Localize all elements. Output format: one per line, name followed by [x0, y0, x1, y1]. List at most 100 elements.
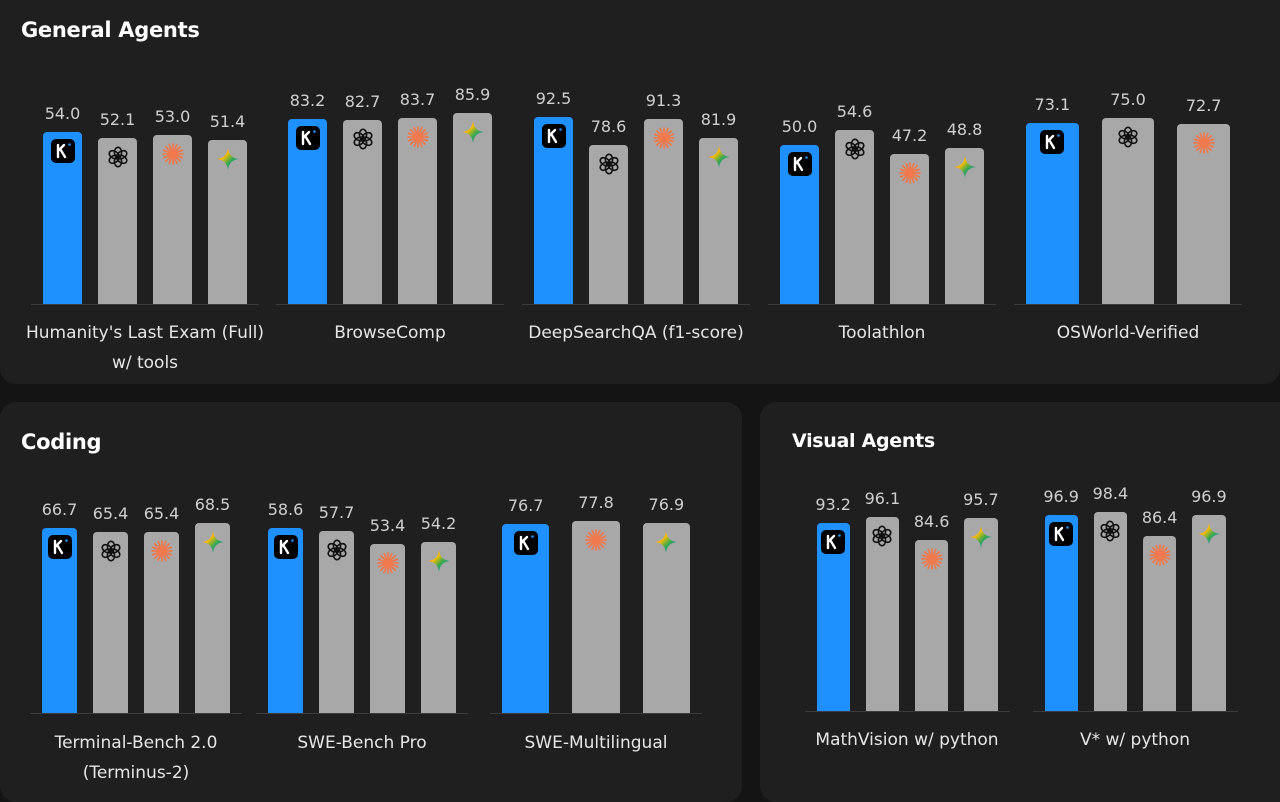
claude-logo-icon [1148, 543, 1172, 567]
value-label: 92.5 [535, 89, 572, 108]
claude-logo-icon [406, 125, 430, 149]
bar-kimi [42, 527, 77, 713]
value-label: 77.8 [578, 493, 614, 512]
category-label-line: BrowseComp [334, 323, 446, 343]
kimi-logo-icon [295, 126, 320, 150]
category-label-line: w/ tools [111, 353, 179, 373]
bar-claude [370, 544, 405, 713]
gemini-logo-icon [216, 147, 240, 171]
value-label: 51.4 [209, 112, 246, 132]
value-label: 47.2 [891, 125, 928, 145]
bar-kimi [288, 119, 327, 304]
bar-kimi [1026, 122, 1079, 304]
category-label: SWE-Bench Pro [212, 728, 512, 758]
bar-gemini [945, 148, 984, 304]
value-label: 91.3 [645, 91, 682, 111]
category-label: OSWorld-Verified [978, 318, 1278, 348]
value-label: 96.9 [1043, 487, 1079, 507]
category-label: Terminal-Bench 2.0 (Terminus-2) [0, 728, 286, 788]
value-label: 78.6 [590, 117, 627, 137]
value-label: 65.4 [143, 503, 180, 523]
category-label-line: SWE-Multilingual [524, 733, 668, 753]
bar-claude [572, 521, 620, 713]
bar-openai [1093, 512, 1127, 711]
claude-logo-icon [1192, 131, 1216, 155]
axis-baseline [490, 713, 702, 714]
gemini-logo-icon [201, 530, 225, 554]
value-label: 76.9 [648, 495, 685, 515]
openai-logo-icon [106, 145, 130, 169]
kimi-logo-icon [273, 535, 298, 559]
bar-claude [153, 135, 192, 304]
value-label: 52.1 [99, 110, 136, 130]
bar-openai [1101, 118, 1155, 304]
bar-claude [915, 540, 949, 711]
bar-gemini [642, 523, 690, 713]
axis-baseline [31, 304, 259, 305]
bar-gemini [453, 113, 492, 304]
gemini-logo-icon [707, 145, 731, 169]
openai-logo-icon [325, 538, 349, 562]
axis-baseline [804, 711, 1010, 712]
value-label: 48.8 [946, 120, 983, 140]
kimi-logo-icon [1049, 522, 1074, 547]
category-label-line: DeepSearchQA (f1-score) [528, 323, 744, 343]
value-label: 95.7 [963, 489, 999, 509]
openai-logo-icon [351, 127, 375, 151]
panel-title: General Agents [21, 18, 200, 42]
bar-gemini [699, 138, 738, 304]
bar-openai [319, 530, 354, 713]
category-label-line: Humanity's Last Exam (Full) [25, 323, 265, 343]
bar-openai [93, 531, 128, 713]
gemini-logo-icon [427, 549, 451, 573]
bar-kimi [43, 132, 82, 304]
openai-logo-icon [99, 539, 123, 563]
panel-title: Coding [21, 430, 102, 454]
category-label: SWE-Multilingual [446, 728, 746, 758]
bar-openai [865, 517, 899, 711]
category-label-line: Terminal-Bench 2.0 [54, 733, 218, 753]
bar-kimi [534, 117, 573, 304]
axis-baseline [522, 304, 750, 305]
value-label: 98.4 [1092, 484, 1129, 503]
bar-openai [835, 130, 874, 304]
category-label-line: OSWorld-Verified [1056, 323, 1200, 343]
claude-logo-icon [161, 142, 185, 166]
gemini-logo-icon [953, 155, 977, 179]
value-label: 83.7 [399, 89, 436, 109]
category-label: V* w/ python [985, 725, 1280, 755]
kimi-logo-icon [1040, 129, 1065, 154]
axis-baseline [256, 713, 468, 714]
axis-baseline [276, 304, 504, 305]
value-label: 53.4 [369, 516, 406, 536]
value-label: 85.9 [454, 85, 491, 104]
value-label: 86.4 [1141, 508, 1178, 528]
kimi-logo-icon [821, 529, 846, 554]
value-label: 54.2 [420, 513, 457, 533]
kimi-logo-icon [47, 534, 72, 559]
category-label: Toolathlon [732, 318, 1032, 348]
gemini-logo-icon [1197, 522, 1221, 546]
openai-logo-icon [1098, 519, 1122, 543]
bar-claude [398, 117, 437, 304]
bar-gemini [1192, 515, 1226, 711]
value-label: 53.0 [154, 107, 191, 127]
claude-logo-icon [150, 539, 174, 563]
value-label: 54.6 [836, 102, 873, 121]
bar-claude [1177, 123, 1230, 304]
value-label: 83.2 [289, 91, 326, 110]
claude-logo-icon [584, 528, 608, 552]
openai-logo-icon [870, 524, 894, 548]
axis-baseline [768, 304, 996, 305]
value-label: 96.9 [1191, 487, 1227, 507]
category-label-line: (Terminus-2) [82, 763, 190, 783]
category-label: MathVision w/ python [757, 725, 1057, 755]
category-label-line: SWE-Bench Pro [297, 733, 427, 753]
value-label: 66.7 [41, 499, 78, 519]
gemini-logo-icon [654, 530, 678, 554]
bar-claude [144, 531, 179, 713]
bar-gemini [195, 523, 230, 713]
claude-logo-icon [920, 547, 944, 571]
bar-kimi [502, 523, 550, 713]
claude-logo-icon [376, 551, 400, 575]
